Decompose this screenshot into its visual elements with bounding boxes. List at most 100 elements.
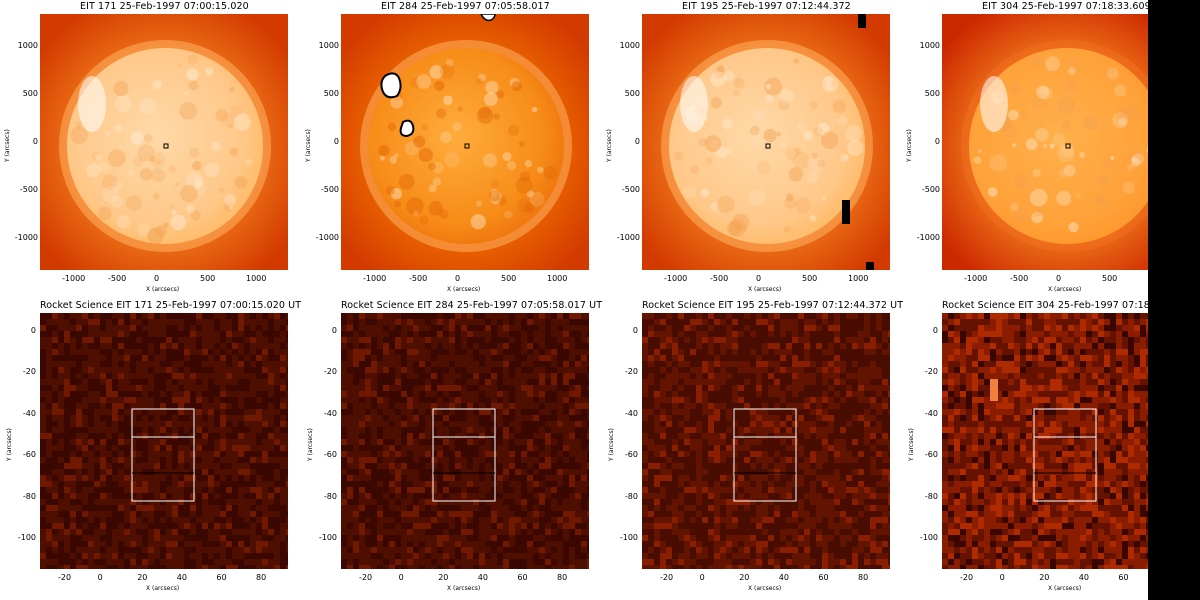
fov-pixel (726, 331, 732, 337)
fov-pixel (112, 559, 118, 565)
fov-pixel (100, 451, 106, 457)
fov-pixel (882, 409, 888, 415)
fov-pixel (401, 421, 407, 427)
fov-pixel (551, 439, 557, 445)
fov-pixel (118, 355, 124, 361)
fov-pixel (208, 499, 214, 505)
fov-pixel (672, 409, 678, 415)
fov-pixel (262, 457, 268, 463)
fov-pixel (479, 445, 485, 451)
disk-texture (434, 80, 445, 92)
fov-pixel (82, 547, 88, 553)
fov-pixel (154, 403, 160, 409)
fov-pixel (503, 415, 509, 421)
fov-pixel (395, 439, 401, 445)
fov-pixel (389, 493, 395, 499)
fov-pixel (882, 319, 888, 325)
fov-pixel (359, 469, 365, 475)
fov-pixel (46, 331, 52, 337)
fov-pixel (557, 499, 563, 505)
fov-pixel (455, 433, 461, 439)
fov-pixel (220, 559, 226, 565)
fov-pixel (58, 493, 64, 499)
fov-pixel (190, 361, 196, 367)
fov-pixel (443, 385, 449, 391)
fov-pixel (533, 433, 539, 439)
fov-pixel (383, 487, 389, 493)
fov-pixel (106, 421, 112, 427)
fov-pixel (467, 541, 473, 547)
fov-pixel (732, 385, 738, 391)
fov-pixel (166, 517, 172, 523)
solar-disk-svg (341, 14, 589, 270)
fov-pixel (521, 337, 527, 343)
fov-pixel (40, 403, 46, 409)
fov-pixel (124, 319, 130, 325)
fov-pixel (840, 337, 846, 343)
fov-pixel (274, 325, 280, 331)
disk-texture (1052, 133, 1066, 147)
fov-pixel (274, 559, 280, 565)
fov-pixel (154, 367, 160, 373)
fov-pixel (341, 451, 347, 457)
fov-pixel (473, 511, 479, 517)
x-tick-label: 0 (154, 274, 160, 283)
fov-pixel (443, 331, 449, 337)
disk-texture (387, 122, 397, 132)
fov-pixel (58, 529, 64, 535)
fov-pixel (184, 355, 190, 361)
fov-pixel (208, 367, 214, 373)
fov-pixel (587, 481, 589, 487)
fov-pixel (834, 379, 840, 385)
x-tick-label: -1000 (664, 274, 688, 283)
fov-pixel (112, 343, 118, 349)
fov-pixel (437, 469, 443, 475)
fov-pixel (377, 505, 383, 511)
fov-pixel (503, 379, 509, 385)
fov-pixel (557, 457, 563, 463)
fov-pixel (250, 457, 256, 463)
fov-pixel (557, 427, 563, 433)
fov-pixel (467, 373, 473, 379)
fov-pixel (46, 481, 52, 487)
fov-pixel (353, 373, 359, 379)
fov-pixel (184, 313, 190, 319)
disk-texture (485, 80, 499, 94)
fov-pixel (557, 421, 563, 427)
disk-texture (184, 90, 189, 96)
disk-texture (1068, 221, 1079, 233)
fov-pixel (52, 499, 58, 505)
fov-pixel (274, 541, 280, 547)
fov-pixel (40, 319, 46, 325)
fov-pixel (575, 541, 581, 547)
fov-pixel (882, 343, 888, 349)
fov-pixel (858, 379, 864, 385)
fov-pixel (551, 343, 557, 349)
fov-pixel (876, 421, 882, 427)
disk-texture (394, 153, 399, 158)
fov-pixel (226, 403, 232, 409)
fov-pixel (100, 421, 106, 427)
fov-pixel (485, 541, 491, 547)
fov-pixel (551, 481, 557, 487)
fov-pixel (846, 319, 852, 325)
fov-pixel (172, 427, 178, 433)
fov-pixel (112, 373, 118, 379)
fov-pixel (720, 367, 726, 373)
fov-pixel (286, 337, 288, 343)
fov-pixel (395, 433, 401, 439)
fov-pixel (112, 379, 118, 385)
fov-pixel (148, 487, 154, 493)
fov-pixel (569, 403, 575, 409)
fov-pixel (172, 337, 178, 343)
fov-pixel (684, 445, 690, 451)
fov-pixel (118, 337, 124, 343)
fov-pixel (569, 337, 575, 343)
fov-pixel (726, 415, 732, 421)
fov-pixel (545, 535, 551, 541)
fov-pixel (407, 367, 413, 373)
fov-pixel (190, 319, 196, 325)
fov-pixel (497, 511, 503, 517)
fov-pixel (690, 367, 696, 373)
fov-pixel (268, 349, 274, 355)
